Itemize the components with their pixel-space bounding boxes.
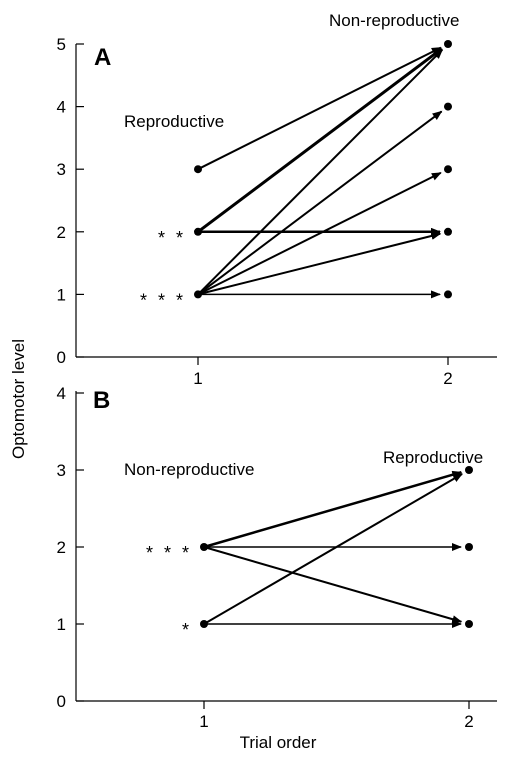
panel-a: A Reproductive Non-reproductive 0 1 2 3 4 5 1 2… (57, 11, 497, 388)
panel-b-x-tick-label: 1 (199, 712, 208, 731)
panel-a-y-tick-label: 2 (57, 223, 66, 242)
panel-b-y-tick-label: 4 (57, 384, 66, 403)
panel-b-transition-arrow (203, 546, 463, 624)
panel-b-y-tick-label: 1 (57, 615, 66, 634)
panel-b-start-label: Non-reproductive (124, 460, 254, 479)
panel-b-y-tick-label: 2 (57, 538, 66, 557)
panel-b-significance-label: * * * (146, 543, 192, 563)
panel-a-significance-label: * * * (140, 290, 186, 310)
panel-a-transition-arrow (197, 46, 442, 171)
x-axis-title: Trial order (240, 733, 317, 752)
panel-b-end-point (465, 620, 473, 628)
panel-a-y-tick-label: 1 (57, 285, 66, 304)
panel-a-start-point (194, 227, 202, 236)
panel-b-y-tick-label: 3 (57, 461, 66, 480)
panel-a-y-tick-label: 3 (57, 160, 66, 179)
panel-a-start-point (194, 290, 202, 299)
panel-a-transition-arrow (197, 47, 443, 233)
panel-a-x-tick-label: 2 (443, 369, 452, 388)
panel-a-end-label: Non-reproductive (329, 11, 459, 30)
panel-a-significance-label: * * (158, 228, 186, 248)
panel-b-y-tick-label: 0 (57, 692, 66, 711)
panel-b-start-point (200, 543, 208, 551)
panel-b-transition-arrow (203, 470, 463, 549)
panel-a-y-tick-label: 0 (57, 348, 66, 367)
panel-b-transition-arrow (203, 473, 463, 625)
panel-a-letter: A (94, 44, 111, 71)
panel-a-start-point (194, 165, 202, 174)
panel-b: B Non-reproductive Reproductive 0 1 2 3 4 1 2 *… (57, 384, 497, 731)
panel-a-y-tick-label: 5 (57, 35, 66, 54)
panel-b-letter: B (93, 387, 110, 414)
panel-a-transition-arrow (197, 232, 442, 296)
panel-a-end-point (444, 290, 452, 299)
panel-a-x-tick-label: 1 (193, 369, 202, 388)
panel-b-end-point (465, 543, 473, 551)
y-axis-title: Optomotor level (9, 339, 28, 459)
panel-b-start-point (200, 620, 208, 628)
panel-b-x-tick-label: 2 (464, 712, 473, 731)
panel-a-y-tick-label: 4 (57, 98, 66, 117)
panel-a-end-point (444, 40, 452, 48)
panel-a-end-point (444, 102, 452, 111)
panel-a-start-label: Reproductive (124, 112, 224, 131)
panel-a-end-point (444, 227, 452, 236)
panel-a-end-point (444, 165, 452, 174)
panel-b-end-label: Reproductive (383, 448, 483, 467)
panel-a-transition-arrow (197, 110, 443, 296)
panel-b-significance-label: * (182, 620, 192, 640)
panel-a-transition-arrow (197, 48, 444, 296)
panel-b-end-point (465, 466, 473, 474)
panel-a-transition-arrow (197, 171, 442, 296)
